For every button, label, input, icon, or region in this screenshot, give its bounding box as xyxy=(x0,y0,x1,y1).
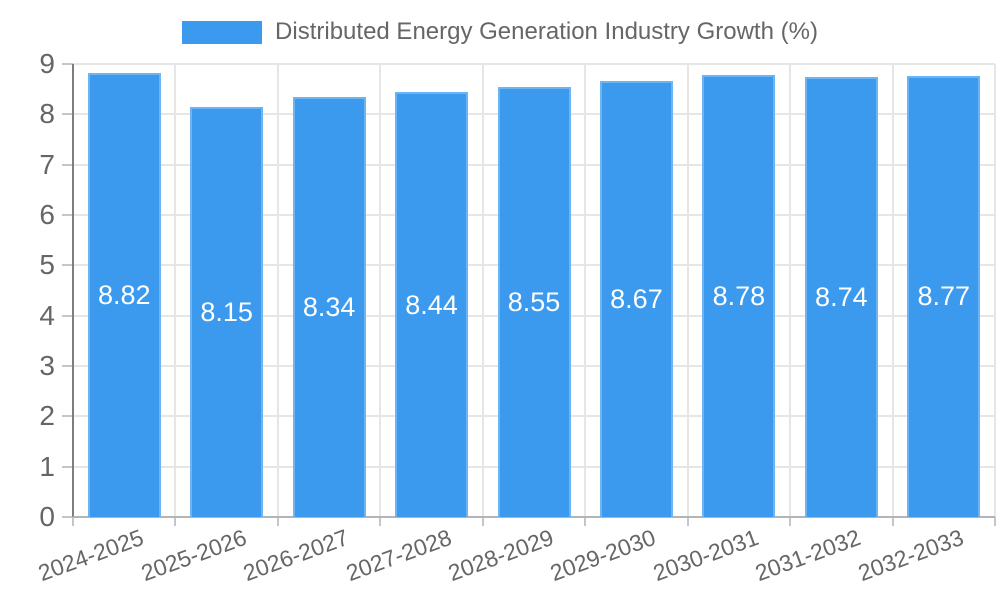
v-gridline xyxy=(789,64,792,517)
bar xyxy=(87,73,161,517)
y-tick-label: 7 xyxy=(39,148,55,180)
y-tick-label: 0 xyxy=(39,501,55,532)
v-gridline xyxy=(891,64,894,517)
v-gridline xyxy=(379,64,382,517)
v-gridline xyxy=(481,64,484,517)
v-gridline xyxy=(276,64,279,517)
x-tick xyxy=(686,517,689,526)
legend-label: Distributed Energy Generation Industry G… xyxy=(275,18,818,45)
bar xyxy=(804,77,878,517)
y-tick-label: 9 xyxy=(39,48,55,79)
y-tick xyxy=(62,415,73,418)
x-tick-label: 2032-2033 xyxy=(854,524,967,587)
y-tick-label: 5 xyxy=(39,249,55,281)
x-tick-label: 2025-2026 xyxy=(137,524,250,587)
y-tick xyxy=(62,365,73,367)
bar xyxy=(702,75,776,517)
y-tick xyxy=(62,214,73,216)
y-tick xyxy=(62,163,73,166)
chart-legend[interactable]: Distributed Energy Generation Industry G… xyxy=(0,18,1000,46)
v-gridline xyxy=(994,64,996,517)
x-tick xyxy=(994,517,996,526)
x-tick xyxy=(174,517,177,526)
y-tick-label: 1 xyxy=(39,450,55,482)
y-tick xyxy=(62,465,73,468)
bar xyxy=(497,86,571,517)
y-axis-line xyxy=(72,64,74,517)
y-tick-label: 8 xyxy=(39,98,55,130)
x-tick xyxy=(481,517,484,526)
x-tick-label: 2028-2029 xyxy=(444,524,557,587)
x-tick xyxy=(276,517,279,526)
y-tick xyxy=(62,63,73,65)
x-tick-label: 2024-2025 xyxy=(34,524,148,587)
legend-swatch-icon xyxy=(182,20,263,44)
y-tick-label: 2 xyxy=(39,400,55,432)
y-tick xyxy=(62,264,73,267)
y-tick-label: 6 xyxy=(39,199,55,230)
x-tick xyxy=(789,517,792,526)
x-tick xyxy=(379,517,382,526)
x-tick-label: 2029-2030 xyxy=(547,524,660,587)
y-tick-label: 4 xyxy=(39,299,55,331)
v-gridline xyxy=(686,64,689,517)
x-tick-label: 2027-2028 xyxy=(342,524,455,587)
y-tick xyxy=(62,314,73,317)
x-tick-label: 2031-2032 xyxy=(751,524,865,587)
bar xyxy=(395,92,469,517)
y-tick xyxy=(62,113,73,116)
bar xyxy=(292,97,366,517)
x-axis-line xyxy=(73,516,995,518)
y-tick-label: 3 xyxy=(39,350,55,381)
x-tick-label: 2030-2031 xyxy=(649,524,762,587)
x-tick xyxy=(584,517,587,526)
x-tick xyxy=(72,517,74,526)
y-tick xyxy=(62,516,73,518)
v-gridline xyxy=(174,64,177,517)
bar xyxy=(599,80,673,517)
h-gridline xyxy=(73,63,995,65)
x-tick xyxy=(891,517,894,526)
v-gridline xyxy=(584,64,587,517)
x-tick-label: 2026-2027 xyxy=(239,524,353,587)
bar xyxy=(907,75,981,517)
bar xyxy=(190,106,264,517)
